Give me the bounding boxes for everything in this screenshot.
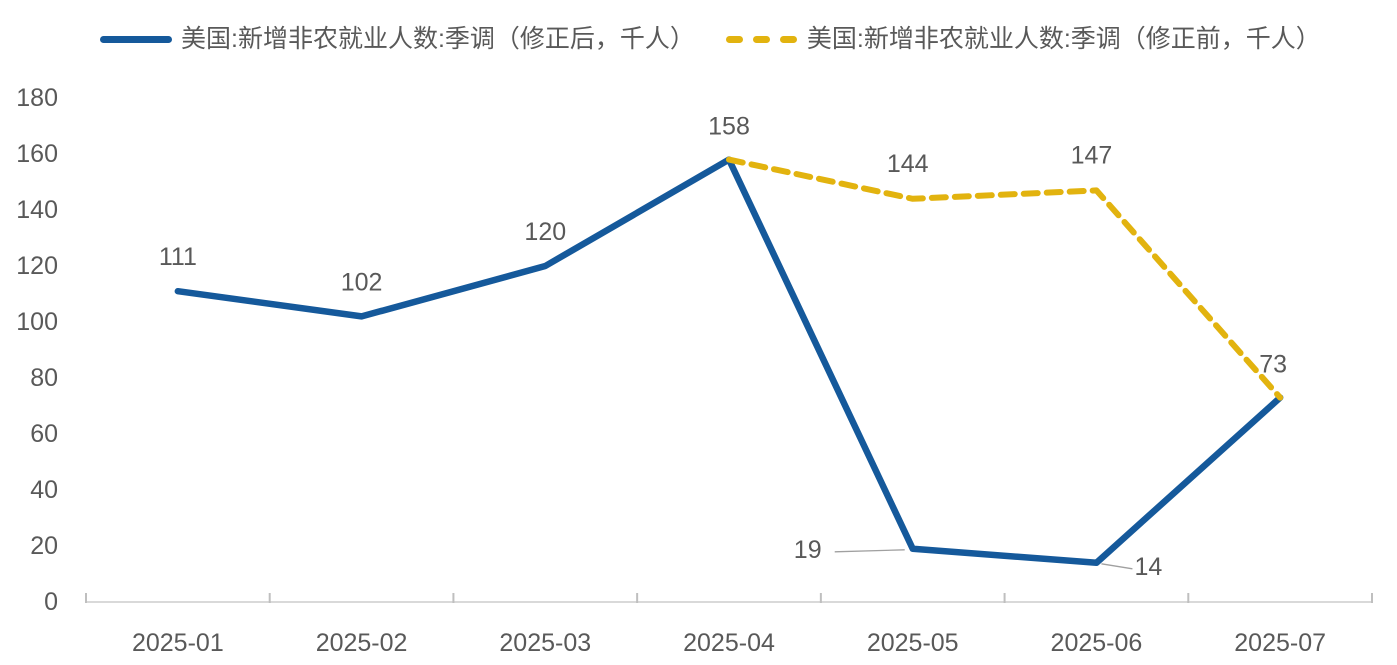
- series-line-revised: [174, 156, 1284, 567]
- x-axis-category-label: 2025-03: [499, 629, 591, 657]
- solid-line-swatch-icon: [100, 36, 172, 43]
- legend-item-revised: 美国:新增非农就业人数:季调（修正后，千人）: [100, 27, 695, 52]
- dash-segment: [725, 36, 743, 43]
- y-axis-tick-label: 140: [16, 196, 58, 224]
- legend-item-original: 美国:新增非农就业人数:季调（修正前，千人）: [725, 25, 1321, 53]
- dash-segment: [752, 36, 770, 43]
- data-label: 102: [341, 268, 383, 296]
- y-axis-tick-label: 60: [30, 420, 58, 448]
- legend-label-revised: 美国:新增非农就业人数:季调（修正后，千人）: [181, 25, 695, 53]
- x-axis-category-label: 2025-06: [1051, 629, 1143, 657]
- y-axis-tick-label: 100: [16, 308, 58, 336]
- series-line-original: [726, 156, 1284, 401]
- y-axis-tick-label: 180: [16, 84, 58, 112]
- x-axis-category-label: 2025-05: [867, 629, 959, 657]
- data-label: 73: [1259, 351, 1287, 379]
- legend: 美国:新增非农就业人数:季调（修正后，千人） 美国:新增非农就业人数:季调（修正…: [0, 27, 1397, 52]
- y-axis-tick-label: 160: [16, 140, 58, 168]
- legend-label-original: 美国:新增非农就业人数:季调（修正前，千人）: [806, 25, 1321, 53]
- leader-line: [1101, 563, 1133, 570]
- x-axis-category-label: 2025-01: [132, 629, 224, 657]
- dashed-line-swatch-icon: [725, 36, 798, 43]
- data-label: 158: [708, 113, 750, 141]
- y-axis-tick-label: 40: [30, 476, 58, 504]
- data-label: 120: [524, 218, 566, 246]
- x-axis-category-label: 2025-07: [1234, 629, 1326, 657]
- x-axis-category-label: 2025-04: [683, 629, 775, 657]
- data-label: 14: [1135, 553, 1163, 581]
- data-label: 19: [794, 536, 822, 564]
- y-axis-tick-label: 20: [30, 532, 58, 560]
- leader-line: [834, 549, 905, 553]
- y-axis-tick-label: 0: [44, 588, 58, 616]
- data-label: 147: [1071, 141, 1113, 169]
- data-label: 111: [159, 243, 197, 271]
- data-label: 144: [887, 150, 929, 178]
- y-axis-tick-label: 120: [16, 252, 58, 280]
- dash-segment: [779, 36, 797, 43]
- x-axis-category-label: 2025-02: [316, 629, 408, 657]
- y-axis-tick-label: 80: [30, 364, 58, 392]
